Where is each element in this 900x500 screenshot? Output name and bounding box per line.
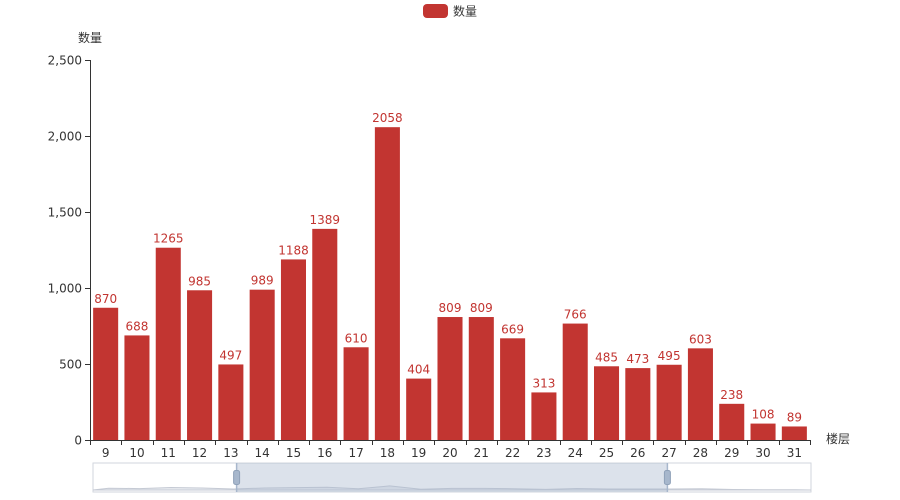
bar[interactable] [155, 247, 181, 440]
bar-value-label: 989 [251, 274, 274, 288]
y-axis-title: 数量 [78, 30, 102, 45]
bar-value-label: 669 [501, 322, 524, 336]
bar-value-label: 495 [658, 349, 681, 363]
x-axis: 9 10 11 12 13 14 15 16 17 18 19 20 21 22 23 24 25 26 27 28 2… [90, 440, 811, 460]
x-tick-label: 25 [599, 446, 614, 460]
x-tick-label: 15 [286, 446, 301, 460]
legend-label[interactable]: 数量 [453, 4, 477, 19]
x-tick-label: 16 [317, 446, 332, 460]
x-tick-label: 21 [474, 446, 489, 460]
bar-value-label: 108 [752, 408, 775, 422]
x-tick-label: 12 [192, 446, 207, 460]
bar[interactable] [687, 348, 713, 440]
x-tick-label: 22 [505, 446, 520, 460]
datazoom-slider[interactable] [92, 462, 812, 493]
x-tick-label: 26 [630, 446, 645, 460]
x-tick-label: 11 [161, 446, 176, 460]
x-axis-title: 楼层 [826, 431, 850, 446]
bar-value-label: 688 [126, 319, 149, 333]
x-tick-label: 20 [442, 446, 457, 460]
bar[interactable] [187, 290, 213, 440]
y-tick-label: 1,000 [48, 282, 82, 296]
bar[interactable] [437, 317, 463, 440]
bar[interactable] [656, 364, 682, 440]
x-tick-label: 19 [411, 446, 426, 460]
bar-value-label: 2058 [372, 111, 403, 125]
y-tick-label: 2,500 [48, 54, 82, 68]
bar[interactable] [249, 289, 275, 440]
x-tick-label: 13 [223, 446, 238, 460]
bar[interactable] [719, 403, 745, 440]
bar-value-label: 485 [595, 350, 618, 364]
x-tick-label: 29 [724, 446, 739, 460]
x-tick-label: 24 [568, 446, 583, 460]
bar-value-label: 766 [564, 308, 587, 322]
bar-value-label: 985 [188, 274, 211, 288]
bar[interactable] [93, 307, 119, 440]
bar[interactable] [562, 323, 588, 440]
bar[interactable] [374, 127, 400, 441]
bar-value-label: 1188 [278, 243, 309, 257]
bar[interactable] [218, 364, 244, 440]
bar-value-label: 1389 [310, 213, 341, 227]
bar-value-label: 238 [720, 388, 743, 402]
bar-value-label: 313 [532, 376, 555, 390]
bar[interactable] [500, 338, 526, 440]
bars: 870 688 1265 985 497 989 1188 1389 610 2058 404 809… [93, 111, 807, 441]
y-tick-label: 1,500 [48, 206, 82, 220]
bar-value-label: 610 [345, 331, 368, 345]
bar[interactable] [124, 335, 150, 440]
bar-value-label: 473 [626, 352, 649, 366]
datazoom-handle[interactable] [663, 470, 671, 485]
bar[interactable] [531, 392, 557, 440]
bar-value-label: 404 [407, 363, 430, 377]
datazoom-handle[interactable] [233, 470, 241, 485]
x-tick-label: 30 [755, 446, 770, 460]
datazoom-track[interactable] [92, 462, 812, 493]
legend[interactable]: 数量 [423, 4, 477, 19]
y-tick-label: 0 [74, 434, 82, 448]
y-axis: 0 500 1,000 1,500 2,000 2,500 [48, 54, 91, 448]
datazoom-selected-range[interactable] [236, 463, 668, 492]
bar-value-label: 809 [470, 301, 493, 315]
bar[interactable] [468, 317, 494, 440]
x-tick-label: 23 [536, 446, 551, 460]
bar[interactable] [750, 423, 776, 440]
bar-value-label: 603 [689, 332, 712, 346]
x-tick-label: 31 [787, 446, 802, 460]
bar[interactable] [343, 347, 369, 440]
x-tick-label: 27 [661, 446, 676, 460]
datazoom-data-shadow [92, 485, 812, 491]
x-tick-label: 18 [380, 446, 395, 460]
bar-value-label: 809 [439, 301, 462, 315]
x-tick-label: 10 [129, 446, 144, 460]
y-tick-label: 2,000 [48, 130, 82, 144]
bar-value-label: 870 [94, 292, 117, 306]
bar-value-label: 1265 [153, 232, 184, 246]
bar-value-label: 89 [787, 410, 802, 424]
bar[interactable] [312, 228, 338, 440]
bar[interactable] [406, 378, 432, 440]
bar-value-label: 497 [219, 348, 242, 362]
x-tick-label: 9 [102, 446, 110, 460]
x-tick-label: 14 [255, 446, 270, 460]
bar[interactable] [781, 426, 807, 440]
x-tick-label: 28 [693, 446, 708, 460]
x-tick-label: 17 [348, 446, 363, 460]
bar[interactable] [625, 368, 651, 440]
bar[interactable] [594, 366, 620, 440]
legend-swatch[interactable] [423, 4, 448, 18]
bar[interactable] [280, 259, 306, 440]
y-tick-label: 500 [59, 358, 82, 372]
